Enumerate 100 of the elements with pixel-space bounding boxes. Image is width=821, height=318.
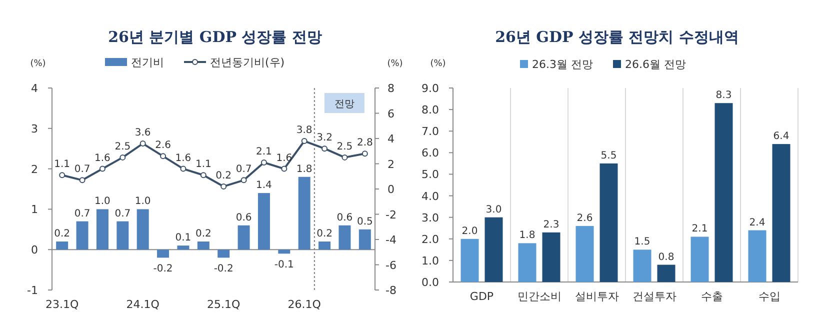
point (342, 154, 348, 160)
y-tick-label: 3.0 (422, 211, 439, 224)
x-tick-label: 민간소비 (517, 290, 562, 303)
data-label: 1.8 (519, 230, 536, 242)
bar (542, 232, 560, 282)
bar (56, 242, 68, 250)
data-label: 0.8 (658, 252, 674, 263)
bar (600, 163, 618, 282)
bar (748, 230, 766, 282)
bar (116, 221, 129, 250)
data-label: 2.1 (692, 224, 708, 235)
title: 26년 분기별 GDP 성장률 전망 (108, 28, 322, 46)
data-label: 1.4 (256, 180, 272, 192)
y-tick-label: 0.0 (422, 276, 439, 289)
bar (177, 246, 190, 250)
bar (157, 250, 170, 258)
point (362, 150, 368, 157)
data-label: 1.5 (634, 236, 650, 248)
x-tick-label: 25.1Q (207, 298, 241, 311)
legend-label: 26.3월 전망 (532, 58, 593, 71)
data-label: 2.8 (356, 138, 373, 149)
point (322, 146, 328, 152)
data-label: 8.3 (716, 90, 732, 102)
y-tick-label: 2.0 (422, 232, 439, 246)
y2-tick-label: 0 (388, 183, 394, 196)
data-label: 2.4 (749, 217, 766, 228)
point (160, 153, 166, 160)
bar (136, 209, 149, 250)
point (99, 166, 106, 172)
data-label: 6.4 (773, 131, 790, 142)
y2-tick-label: -2 (386, 208, 396, 222)
data-label: 0.2 (316, 228, 332, 240)
y2-axis-title: (%) (387, 59, 403, 69)
y-tick-label: 2 (31, 162, 38, 176)
y-tick-label: 0 (31, 244, 38, 257)
data-label: 1.6 (276, 152, 292, 164)
x-tick-label: 23.1Q (46, 298, 80, 311)
point (260, 159, 267, 166)
data-label: -0.2 (153, 264, 173, 275)
data-label: 0.7 (114, 208, 131, 220)
point (140, 140, 146, 147)
bar (96, 209, 108, 250)
data-label: 2.6 (576, 212, 593, 224)
point (240, 177, 247, 184)
y2-tick-label: -8 (386, 284, 396, 297)
y2-tick-label: 4 (388, 132, 394, 146)
point (301, 138, 308, 144)
annotation: 전망 (334, 99, 354, 110)
bar (218, 250, 230, 258)
data-label: 1.0 (134, 196, 151, 208)
point (281, 166, 288, 172)
data-label: 0.7 (236, 164, 252, 176)
legend-label: 전년동기비(우) (210, 56, 285, 69)
x-tick-label: GDP (470, 290, 494, 303)
legend-label: 26.6월 전망 (625, 58, 686, 71)
bar (633, 250, 652, 282)
title: 26년 GDP 성장률 전망치 수정내역 (495, 28, 739, 46)
y-tick-label: -1 (27, 284, 38, 297)
data-label: 2.5 (114, 141, 131, 152)
point (59, 172, 66, 178)
y-tick-label: 4 (31, 82, 38, 95)
data-label: 0.2 (54, 228, 70, 240)
data-label: 3.8 (296, 125, 312, 136)
bar (358, 229, 371, 250)
data-label: 1.8 (296, 164, 312, 175)
bar (318, 242, 331, 250)
y-tick-label: 1 (31, 203, 38, 216)
x-tick-label: 수입 (758, 290, 780, 303)
data-label: 0.6 (336, 212, 353, 224)
y-axis-title: (%) (430, 59, 446, 69)
y-tick-label: 7.0 (422, 125, 439, 138)
x-tick-label: 수출 (700, 290, 723, 303)
y-tick-label: 6.0 (422, 146, 439, 160)
point (200, 172, 206, 178)
bar (460, 238, 479, 282)
data-label: 0.7 (74, 164, 90, 176)
data-label: 3.2 (316, 132, 332, 144)
x-tick-label: 26.1Q (288, 298, 322, 311)
y-tick-label: 1.0 (422, 254, 439, 268)
bar (258, 193, 270, 250)
y-tick-label: 8.0 (422, 104, 439, 117)
bar (278, 250, 290, 254)
point (220, 183, 227, 190)
data-label: 1.1 (54, 159, 70, 170)
data-label: 3.0 (486, 204, 502, 216)
bar (657, 264, 676, 282)
bar (484, 217, 503, 282)
data-label: -0.1 (274, 260, 294, 271)
bar (338, 225, 351, 250)
data-label: 1.6 (175, 152, 192, 164)
bar (690, 236, 709, 282)
data-label: 0.5 (356, 216, 373, 228)
data-label: 3.6 (134, 128, 151, 139)
data-label: 0.2 (195, 228, 212, 240)
data-label: 0.2 (216, 170, 232, 182)
x-tick-label: 건설투자 (632, 290, 676, 303)
data-label: 0.6 (236, 212, 252, 224)
data-label: -0.2 (214, 264, 234, 275)
point (120, 154, 126, 160)
data-label: 0.1 (175, 232, 192, 244)
